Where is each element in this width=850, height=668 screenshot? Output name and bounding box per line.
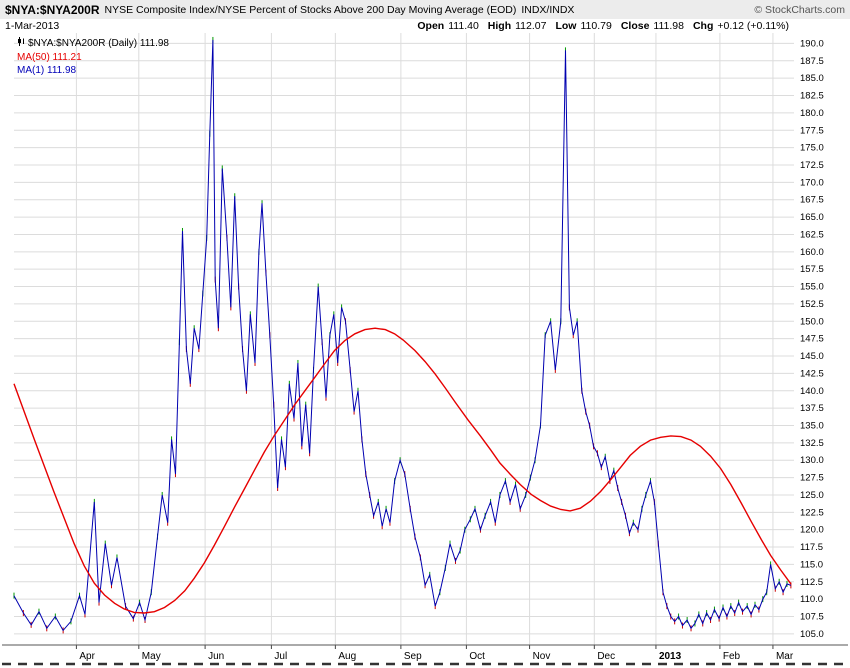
high-label: High bbox=[487, 20, 512, 32]
svg-text:187.5: 187.5 bbox=[800, 56, 824, 67]
svg-text:157.5: 157.5 bbox=[800, 264, 824, 275]
svg-text:130.0: 130.0 bbox=[800, 455, 824, 466]
svg-text:132.5: 132.5 bbox=[800, 438, 824, 449]
svg-text:145.0: 145.0 bbox=[800, 351, 824, 362]
svg-text:Nov: Nov bbox=[533, 651, 551, 662]
svg-text:175.0: 175.0 bbox=[800, 143, 824, 154]
svg-text:120.0: 120.0 bbox=[800, 525, 824, 536]
quote-row: 1-Mar-2013 Open 111.40 High 112.07 Low 110.… bbox=[0, 19, 850, 33]
svg-text:May: May bbox=[142, 651, 161, 662]
svg-text:Jul: Jul bbox=[274, 651, 287, 662]
ticker-symbol: $NYA:$NYA200R bbox=[5, 2, 100, 17]
svg-text:117.5: 117.5 bbox=[800, 542, 823, 553]
svg-text:127.5: 127.5 bbox=[800, 473, 824, 484]
svg-text:137.5: 137.5 bbox=[800, 403, 824, 414]
low-value: 110.79 bbox=[580, 20, 612, 32]
svg-text:170.0: 170.0 bbox=[800, 177, 824, 188]
open-label: Open bbox=[417, 20, 445, 32]
svg-text:107.5: 107.5 bbox=[800, 612, 824, 623]
chg-field: Chg +0.12 (+0.11%) bbox=[693, 20, 789, 32]
svg-text:125.0: 125.0 bbox=[800, 490, 824, 501]
svg-text:162.5: 162.5 bbox=[800, 229, 824, 240]
svg-text:105.0: 105.0 bbox=[800, 629, 824, 640]
close-field: Close 111.98 bbox=[621, 20, 684, 32]
chart-area: 105.0 107.5 110.0 112.5 115.0 117.5 120.0 122.5… bbox=[0, 33, 850, 668]
svg-text:155.0: 155.0 bbox=[800, 282, 824, 293]
svg-text:110.0: 110.0 bbox=[800, 594, 823, 605]
close-value: 111.98 bbox=[653, 20, 684, 32]
svg-text:112.5: 112.5 bbox=[800, 577, 823, 588]
svg-text:Sep: Sep bbox=[404, 651, 422, 662]
chart-header: $NYA:$NYA200R NYSE Composite Index/NYSE … bbox=[0, 0, 850, 19]
price-chart: 105.0 107.5 110.0 112.5 115.0 117.5 120.0 122.5… bbox=[2, 33, 848, 666]
svg-text:180.0: 180.0 bbox=[800, 108, 824, 119]
open-field: Open 111.40 bbox=[417, 20, 478, 32]
svg-text:150.0: 150.0 bbox=[800, 316, 824, 327]
svg-text:Mar: Mar bbox=[776, 651, 794, 662]
svg-text:Feb: Feb bbox=[723, 651, 741, 662]
high-value: 112.07 bbox=[515, 20, 547, 32]
svg-text:152.5: 152.5 bbox=[800, 299, 824, 310]
svg-text:140.0: 140.0 bbox=[800, 386, 824, 397]
svg-text:167.5: 167.5 bbox=[800, 195, 824, 206]
ohlc-summary: Open 111.40 High 112.07 Low 110.79 Close 111… bbox=[417, 20, 789, 32]
close-label: Close bbox=[620, 20, 650, 32]
copyright-notice: © StockCharts.com bbox=[754, 3, 845, 16]
chg-value: +0.12 (+0.11%) bbox=[717, 20, 789, 32]
svg-text:142.5: 142.5 bbox=[800, 368, 824, 379]
svg-text:135.0: 135.0 bbox=[800, 420, 824, 431]
chg-label: Chg bbox=[692, 20, 714, 32]
quote-date: 1-Mar-2013 bbox=[5, 20, 60, 32]
chart-description: NYSE Composite Index/NYSE Percent of Sto… bbox=[104, 3, 517, 16]
svg-text:Dec: Dec bbox=[597, 651, 615, 662]
svg-text:185.0: 185.0 bbox=[800, 73, 824, 84]
svg-text:172.5: 172.5 bbox=[800, 160, 824, 171]
svg-text:177.5: 177.5 bbox=[800, 125, 824, 136]
svg-text:2013: 2013 bbox=[659, 651, 682, 662]
svg-text:165.0: 165.0 bbox=[800, 212, 824, 223]
svg-text:Oct: Oct bbox=[469, 651, 485, 662]
svg-text:115.0: 115.0 bbox=[800, 559, 823, 570]
low-label: Low bbox=[555, 20, 577, 32]
svg-text:190.0: 190.0 bbox=[800, 38, 824, 49]
svg-text:Jun: Jun bbox=[208, 651, 224, 662]
exchange-label: INDX/INDX bbox=[521, 3, 575, 16]
low-field: Low 110.79 bbox=[555, 20, 611, 32]
svg-text:Aug: Aug bbox=[338, 651, 356, 662]
high-field: High 112.07 bbox=[488, 20, 547, 32]
svg-text:Apr: Apr bbox=[79, 651, 95, 662]
svg-text:160.0: 160.0 bbox=[800, 247, 824, 258]
open-value: 111.40 bbox=[448, 20, 479, 32]
svg-text:182.5: 182.5 bbox=[800, 91, 824, 102]
svg-text:147.5: 147.5 bbox=[800, 334, 824, 345]
svg-text:122.5: 122.5 bbox=[800, 507, 824, 518]
